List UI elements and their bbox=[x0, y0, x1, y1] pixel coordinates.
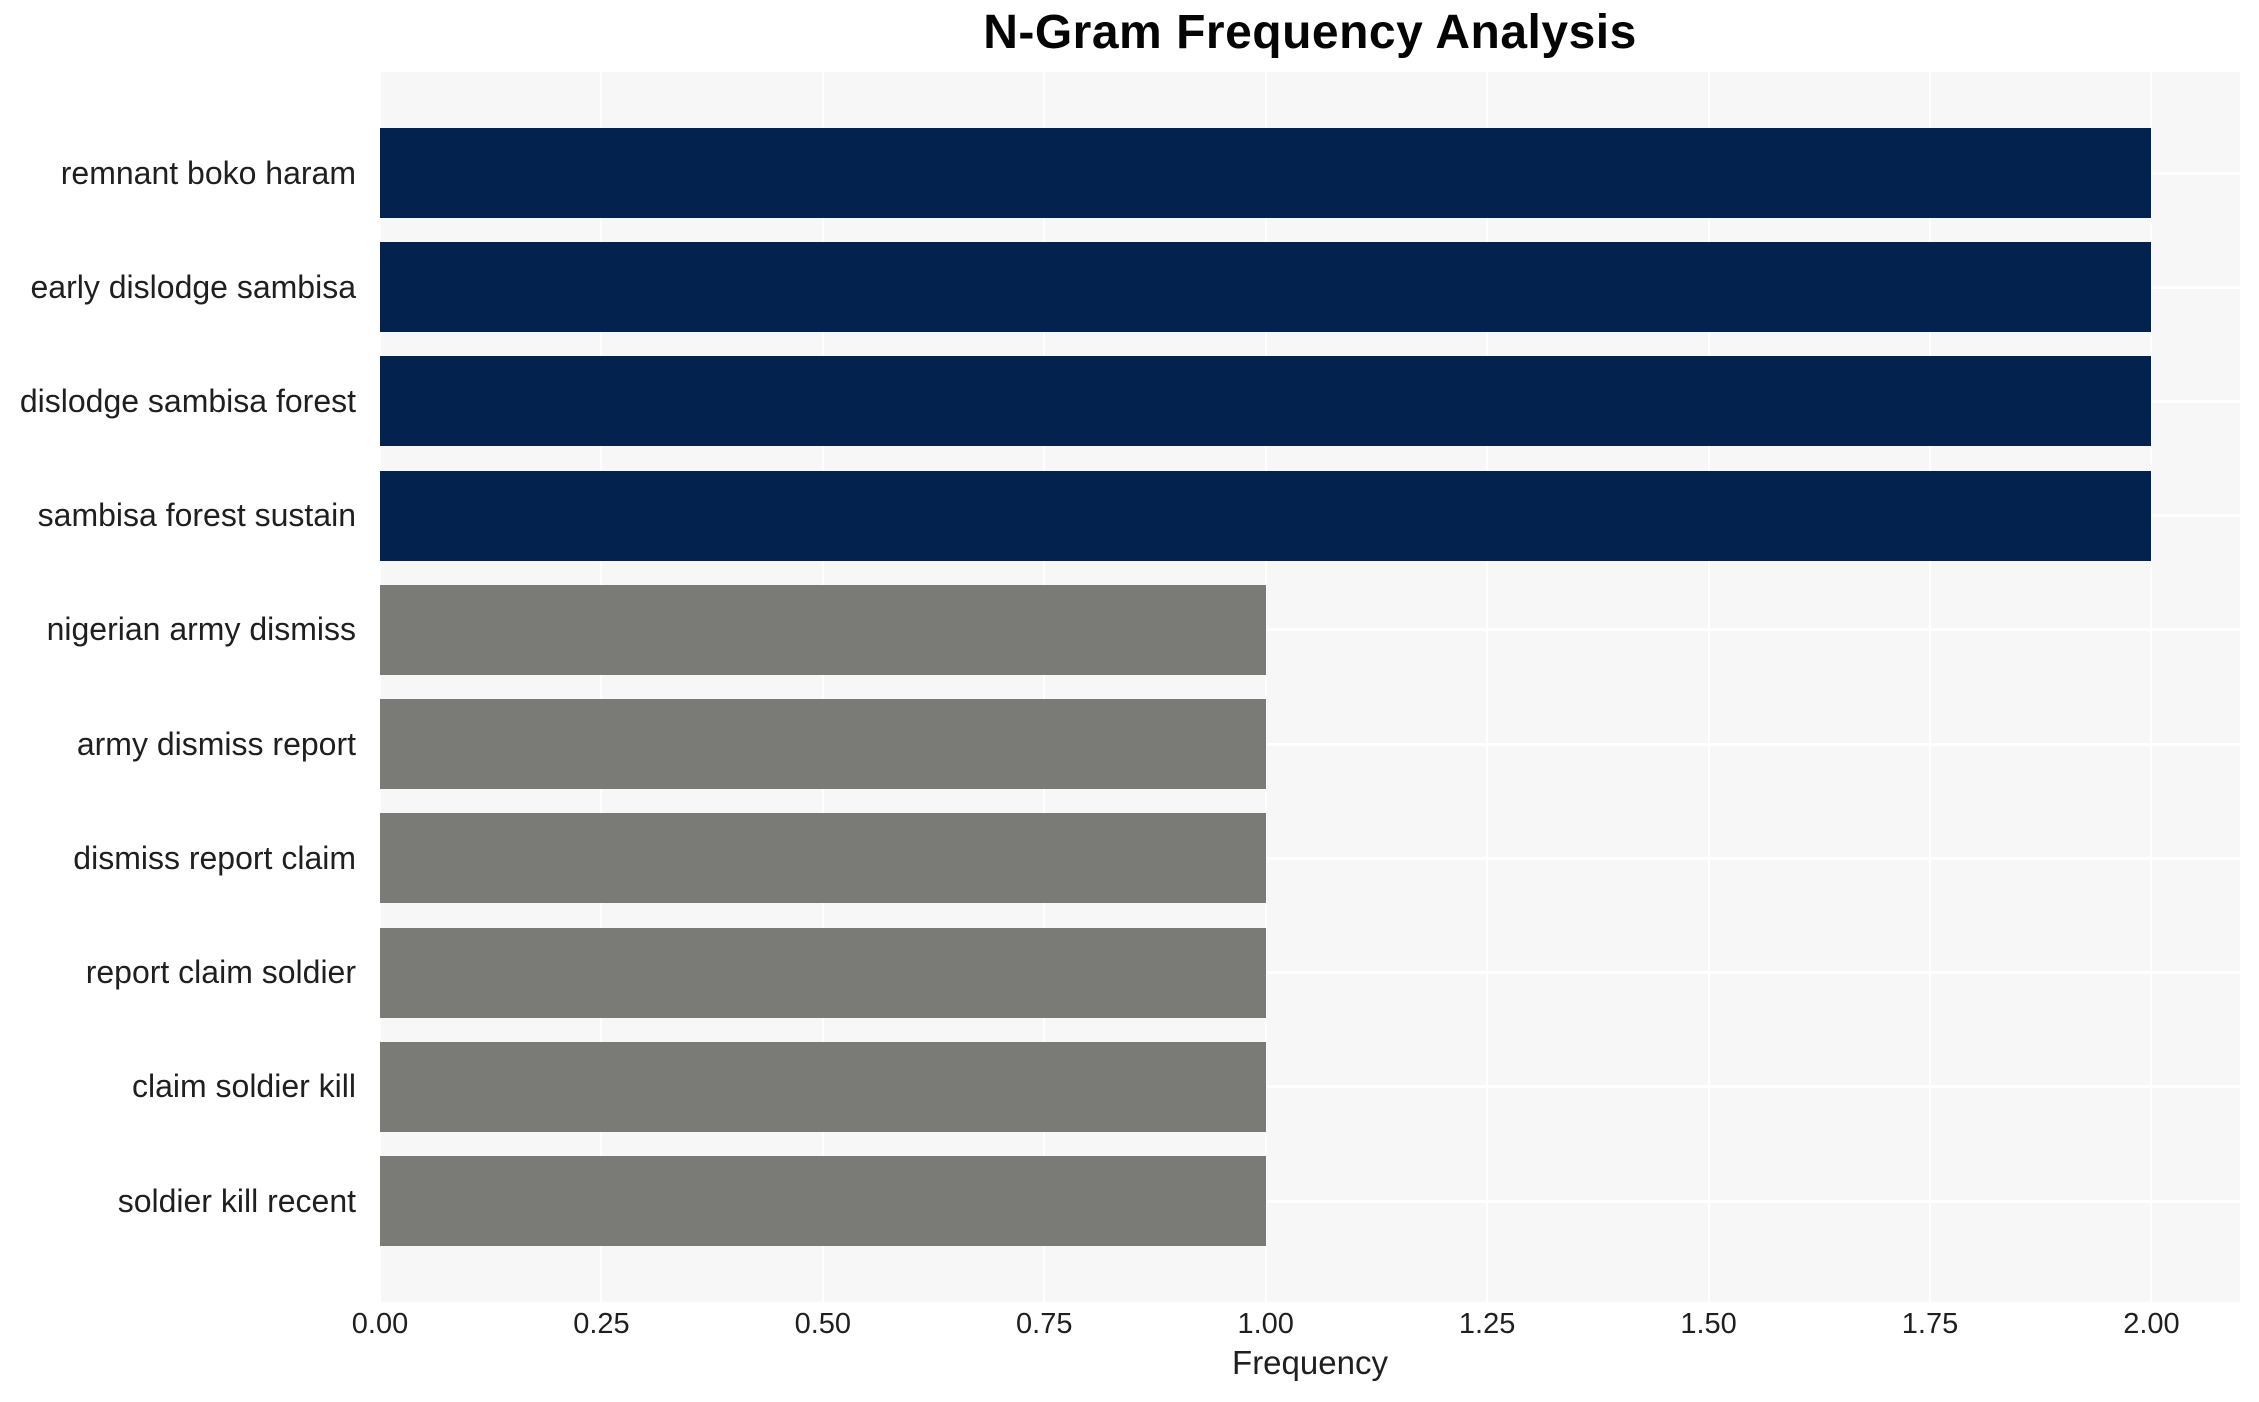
horizontal-gridline bbox=[380, 742, 2240, 746]
y-tick-label: claim soldier kill bbox=[131, 1068, 356, 1105]
bar-army-dismiss-report bbox=[380, 699, 1266, 790]
y-tick-label: remnant boko haram bbox=[60, 154, 356, 191]
vertical-gridline-0.25 bbox=[600, 72, 603, 1302]
vertical-gridline-1.75 bbox=[1929, 72, 1931, 1302]
vertical-gridline-1.50 bbox=[1707, 72, 1710, 1302]
vertical-gridline-0.50 bbox=[821, 72, 824, 1302]
x-tick-label: 2.00 bbox=[2123, 1308, 2180, 1340]
y-tick-label: soldier kill recent bbox=[117, 1182, 356, 1219]
bar-dislodge-sambisa-forest bbox=[380, 356, 2152, 447]
y-tick-label: dismiss report claim bbox=[73, 839, 356, 876]
y-tick-label: early dislodge sambisa bbox=[30, 268, 357, 305]
horizontal-gridline bbox=[380, 1085, 2240, 1089]
vertical-gridline-0.00 bbox=[379, 72, 381, 1302]
bar-soldier-kill-recent bbox=[380, 1156, 1266, 1246]
x-tick-label: 1.00 bbox=[1237, 1308, 1294, 1340]
y-tick-label: dislodge sambisa forest bbox=[19, 382, 356, 419]
x-tick-label: 1.50 bbox=[1680, 1308, 1737, 1340]
plot-area bbox=[379, 72, 2240, 1302]
x-tick-label: 1.25 bbox=[1458, 1308, 1516, 1340]
vertical-gridline-2.00 bbox=[2150, 72, 2153, 1302]
x-tick-label: 0.75 bbox=[1016, 1308, 1073, 1340]
bar-remnant-boko-haram bbox=[380, 128, 2152, 218]
horizontal-gridline bbox=[380, 856, 2240, 860]
x-tick-label: 0.00 bbox=[351, 1308, 409, 1340]
vertical-gridline-0.75 bbox=[1043, 72, 1046, 1302]
chart-title: N-Gram Frequency Analysis bbox=[983, 5, 1637, 59]
vertical-gridline-1.25 bbox=[1486, 72, 1489, 1302]
horizontal-gridline bbox=[380, 971, 2240, 975]
y-tick-label: sambisa forest sustain bbox=[37, 497, 356, 534]
bar-sambisa-forest-sustain bbox=[380, 470, 2152, 561]
horizontal-gridline bbox=[380, 628, 2240, 632]
bar-claim-soldier-kill bbox=[380, 1041, 1266, 1132]
y-axis-labels: remnant boko haram early dislodge sambisa… bbox=[0, 72, 368, 1302]
horizontal-gridline bbox=[380, 1199, 2240, 1203]
x-axis-title: Frequency bbox=[1232, 1344, 1388, 1381]
x-tick-label: 1.75 bbox=[1901, 1308, 1959, 1340]
y-tick-label: report claim soldier bbox=[85, 954, 356, 991]
x-tick-label: 0.50 bbox=[794, 1308, 852, 1340]
bar-nigerian-army-dismiss bbox=[380, 584, 1266, 675]
y-tick-label: nigerian army dismiss bbox=[46, 611, 356, 648]
bar-report-claim-soldier bbox=[380, 927, 1266, 1018]
bar-early-dislodge-sambisa bbox=[380, 242, 2152, 333]
bar-dismiss-report-claim bbox=[380, 813, 1266, 904]
x-axis-ticks: 0.00 0.25 0.50 0.75 1.00 1.25 1.50 1.75 2.00 bbox=[352, 1308, 2240, 1344]
vertical-gridline-1.00 bbox=[1264, 72, 1267, 1302]
y-tick-label: army dismiss report bbox=[76, 725, 356, 762]
x-tick-label: 0.25 bbox=[573, 1308, 630, 1340]
